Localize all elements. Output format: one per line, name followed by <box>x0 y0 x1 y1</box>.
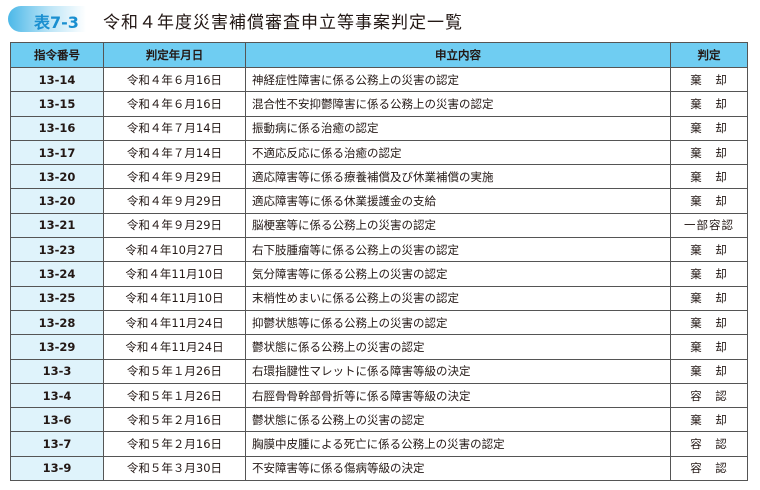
order-number-cell: 13-9 <box>10 455 104 482</box>
date-cell: 令和４年６月16日 <box>103 66 246 93</box>
content-cell: 右脛骨骨幹部骨折等に係る障害等級の決定 <box>245 382 671 409</box>
order-number-cell: 13-23 <box>10 237 104 263</box>
table-row: 13-16 令和４年７月14日 振動病に係る治癒の認定棄 却 <box>10 115 748 141</box>
table-row: 13-23 令和４年10月27日 右下肢腫瘤等に係る公務上の災害の認定棄 却 <box>10 237 748 263</box>
order-number-cell: 13-17 <box>10 139 104 166</box>
date-cell: 令和５年１月26日 <box>103 382 246 409</box>
result-cell: 棄 却 <box>670 285 748 311</box>
content-cell: 胸膜中皮腫による死亡に係る公務上の災害の認定 <box>245 431 671 457</box>
content-cell: 適応障害等に係る休業援護金の支給 <box>245 188 671 214</box>
order-number-cell: 13-20 <box>10 164 104 190</box>
header-result: 判定 <box>670 42 748 68</box>
content-cell: 適応障害等に係る療養補償及び休業補償の実施 <box>245 164 671 190</box>
content-cell: 神経症性障害に係る公務上の災害の認定 <box>245 66 671 93</box>
order-number-cell: 13-7 <box>10 431 104 457</box>
date-cell: 令和４年10月27日 <box>103 237 246 263</box>
content-cell: 右環指腱性マレットに係る障害等級の決定 <box>245 358 671 384</box>
result-cell: 棄 却 <box>670 237 748 263</box>
result-cell: 棄 却 <box>670 334 748 360</box>
table-row: 13-17 令和４年７月14日 不適応反応に係る治癒の認定棄 却 <box>10 139 748 166</box>
date-cell: 令和４年７月14日 <box>103 139 246 166</box>
content-cell: 気分障害等に係る公務上の災害の認定 <box>245 261 671 287</box>
table-row: 13-29 令和４年11月24日 鬱状態に係る公務上の災害の認定棄 却 <box>10 334 748 360</box>
header-content: 申立内容 <box>245 42 671 68</box>
result-cell: 棄 却 <box>670 309 748 336</box>
result-cell: 棄 却 <box>670 115 748 141</box>
date-cell: 令和５年２月16日 <box>103 431 246 457</box>
date-cell: 令和４年９月29日 <box>103 188 246 214</box>
header-row: 指令番号 判定年月日 申立内容 判定 <box>10 42 748 68</box>
result-cell: 棄 却 <box>670 66 748 93</box>
table-row: 13-7 令和５年２月16日 胸膜中皮腫による死亡に係る公務上の災害の認定容 認 <box>10 431 748 457</box>
result-cell: 容 認 <box>670 455 748 482</box>
date-cell: 令和４年11月24日 <box>103 309 246 336</box>
date-cell: 令和５年１月26日 <box>103 358 246 384</box>
order-number-cell: 13-6 <box>10 407 104 433</box>
judgment-table: 指令番号 判定年月日 申立内容 判定 13-14 令和４年６月16日 神経症性障害に… <box>10 42 748 482</box>
table-row: 13-9 令和５年３月30日 不安障害等に係る傷病等級の決定容 認 <box>10 455 748 482</box>
order-number-cell: 13-14 <box>10 66 104 93</box>
content-cell: 鬱状態に係る公務上の災害の認定 <box>245 407 671 433</box>
date-cell: 令和４年６月16日 <box>103 91 246 117</box>
date-cell: 令和４年11月24日 <box>103 334 246 360</box>
result-cell: 棄 却 <box>670 91 748 117</box>
content-cell: 鬱状態に係る公務上の災害の認定 <box>245 334 671 360</box>
content-cell: 右下肢腫瘤等に係る公務上の災害の認定 <box>245 237 671 263</box>
order-number-cell: 13-25 <box>10 285 104 311</box>
table-row: 13-3 令和５年１月26日 右環指腱性マレットに係る障害等級の決定棄 却 <box>10 358 748 384</box>
order-number-cell: 13-16 <box>10 115 104 141</box>
result-cell: 棄 却 <box>670 358 748 384</box>
order-number-cell: 13-3 <box>10 358 104 384</box>
date-cell: 令和４年９月29日 <box>103 212 246 239</box>
date-cell: 令和４年11月10日 <box>103 285 246 311</box>
order-number-cell: 13-15 <box>10 91 104 117</box>
table-row: 13-14 令和４年６月16日 神経症性障害に係る公務上の災害の認定棄 却 <box>10 66 748 93</box>
date-cell: 令和４年７月14日 <box>103 115 246 141</box>
order-number-cell: 13-4 <box>10 382 104 409</box>
content-cell: 不安障害等に係る傷病等級の決定 <box>245 455 671 482</box>
table-row: 13-4 令和５年１月26日 右脛骨骨幹部骨折等に係る障害等級の決定容 認 <box>10 382 748 409</box>
result-cell: 棄 却 <box>670 188 748 214</box>
table-number-badge: 表7-3 <box>8 6 86 32</box>
table-number: 表7-3 <box>34 13 79 32</box>
header-date: 判定年月日 <box>103 42 246 68</box>
order-number-cell: 13-24 <box>10 261 104 287</box>
order-number-cell: 13-29 <box>10 334 104 360</box>
table-row: 13-20 令和４年９月29日 適応障害等に係る休業援護金の支給棄 却 <box>10 188 748 214</box>
content-cell: 不適応反応に係る治癒の認定 <box>245 139 671 166</box>
result-cell: 容 認 <box>670 382 748 409</box>
date-cell: 令和５年２月16日 <box>103 407 246 433</box>
table-row: 13-24 令和４年11月10日 気分障害等に係る公務上の災害の認定棄 却 <box>10 261 748 287</box>
table-row: 13-25 令和４年11月10日 末梢性めまいに係る公務上の災害の認定棄 却 <box>10 285 748 311</box>
result-cell: 一部容認 <box>670 212 748 239</box>
table-row: 13-6 令和５年２月16日 鬱状態に係る公務上の災害の認定棄 却 <box>10 407 748 433</box>
result-cell: 容 認 <box>670 431 748 457</box>
table-row: 13-20 令和４年９月29日 適応障害等に係る療養補償及び休業補償の実施棄 却 <box>10 164 748 190</box>
header-order-number: 指令番号 <box>10 42 104 68</box>
result-cell: 棄 却 <box>670 139 748 166</box>
result-cell: 棄 却 <box>670 261 748 287</box>
date-cell: 令和４年11月10日 <box>103 261 246 287</box>
table-row: 13-28 令和４年11月24日 抑鬱状態等に係る公務上の災害の認定棄 却 <box>10 309 748 336</box>
result-cell: 棄 却 <box>670 164 748 190</box>
page-title: 令和４年度災害補償審査申立等事案判定一覧 <box>103 13 463 33</box>
order-number-cell: 13-28 <box>10 309 104 336</box>
content-cell: 末梢性めまいに係る公務上の災害の認定 <box>245 285 671 311</box>
result-cell: 棄 却 <box>670 407 748 433</box>
date-cell: 令和４年９月29日 <box>103 164 246 190</box>
content-cell: 脳梗塞等に係る公務上の災害の認定 <box>245 212 671 239</box>
content-cell: 抑鬱状態等に係る公務上の災害の認定 <box>245 309 671 336</box>
content-cell: 混合性不安抑鬱障害に係る公務上の災害の認定 <box>245 91 671 117</box>
date-cell: 令和５年３月30日 <box>103 455 246 482</box>
order-number-cell: 13-20 <box>10 188 104 214</box>
table-row: 13-21 令和４年９月29日 脳梗塞等に係る公務上の災害の認定 一部容認 <box>10 212 748 239</box>
order-number-cell: 13-21 <box>10 212 104 239</box>
table-row: 13-15 令和４年６月16日 混合性不安抑鬱障害に係る公務上の災害の認定棄 却 <box>10 91 748 117</box>
content-cell: 振動病に係る治癒の認定 <box>245 115 671 141</box>
